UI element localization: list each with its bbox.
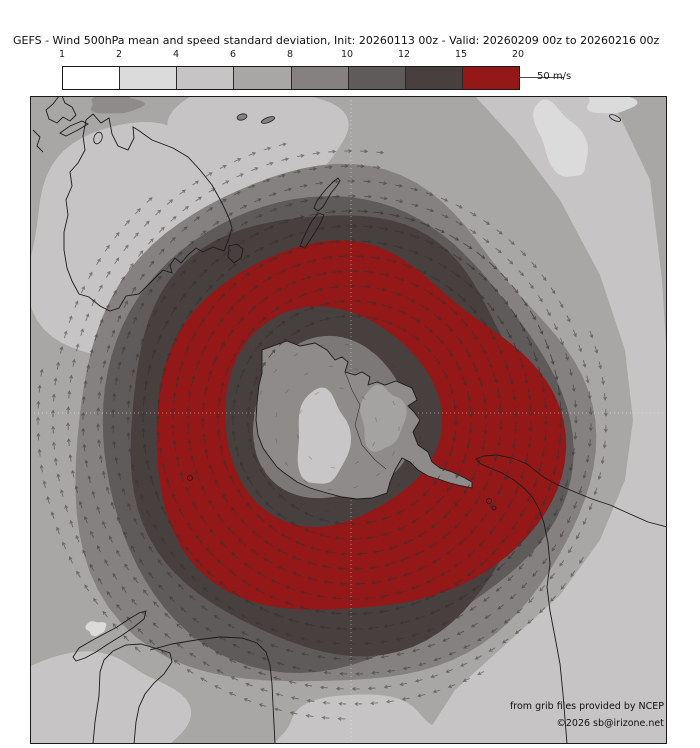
antarctica-coastline [255, 340, 473, 500]
small-island [486, 498, 492, 504]
colorbar-tick: 20 [511, 49, 525, 60]
stddev-patch-top [90, 96, 145, 114]
reference-arrow-unit: m/s [552, 71, 572, 82]
lowest-stddev-spot [587, 96, 638, 114]
antarctica-east-patch [360, 384, 407, 452]
colorbar-tick: 1 [58, 49, 66, 60]
antarctica-core-patch [297, 387, 351, 484]
lowest-stddev-spot [85, 621, 107, 637]
new-zealand-north-island [313, 177, 341, 212]
small-island [260, 116, 276, 124]
colorbar-segment-6-8 [233, 67, 291, 89]
colorbar [62, 66, 520, 90]
map-frame [30, 96, 667, 744]
low-stddev-region-southwest [30, 651, 192, 744]
reference-arrow-value: 50 [537, 71, 550, 82]
colorbar-tick: 6 [229, 49, 237, 60]
wind-ticks-inner [252, 343, 422, 513]
map-canvas [30, 96, 667, 744]
colorbar-tick: 15 [454, 49, 468, 60]
low-stddev-region-south [274, 694, 453, 744]
small-island [609, 114, 621, 122]
tasmania-coastline [227, 243, 244, 264]
indonesia-coastline [45, 96, 77, 124]
colorbar-tick: 10 [340, 49, 354, 60]
colorbar-segment-10-12 [347, 67, 405, 89]
small-island [187, 475, 193, 481]
south-america-coastline [475, 454, 667, 744]
page-title: GEFS - Wind 500hPa mean and speed standa… [13, 34, 660, 47]
colorbar-tick: 12 [397, 49, 411, 60]
wind-arrows-outer [36, 142, 608, 721]
attribution-copyright: ©2026 sb@irizone.net [556, 718, 664, 729]
wind-arrows-strong [141, 209, 563, 631]
antarctica-ice-shelf-line [344, 371, 387, 470]
colorbar-segment-1-2 [63, 67, 120, 89]
attribution-ncep: from grib files provided by NCEP [509, 701, 664, 712]
colorbar-tick: 2 [115, 49, 123, 60]
colorbar-segment-2-4 [119, 67, 177, 89]
small-island [93, 131, 103, 145]
reference-arrow-line [519, 77, 564, 78]
reference-arrow-label: 50 m/s [537, 71, 571, 82]
australia-coastline [63, 113, 233, 312]
africa-coastline-east [149, 636, 276, 744]
colorbar-segment-12-15 [404, 67, 462, 89]
lowest-stddev-spot [533, 99, 588, 177]
colorbar-segment-4-6 [176, 67, 234, 89]
timor-coastline [59, 120, 89, 137]
low-stddev-region-east [420, 96, 667, 744]
colorbar-segment-8-10 [290, 67, 348, 89]
colorbar-tick: 4 [172, 49, 180, 60]
small-island [491, 505, 497, 511]
sumatra-coastline [32, 129, 44, 153]
new-zealand-south-island [299, 212, 325, 249]
africa-coastline-west [92, 643, 173, 744]
colorbar-tick: 8 [286, 49, 294, 60]
small-island [236, 113, 248, 121]
colorbar-segment-15-20 [461, 67, 519, 89]
